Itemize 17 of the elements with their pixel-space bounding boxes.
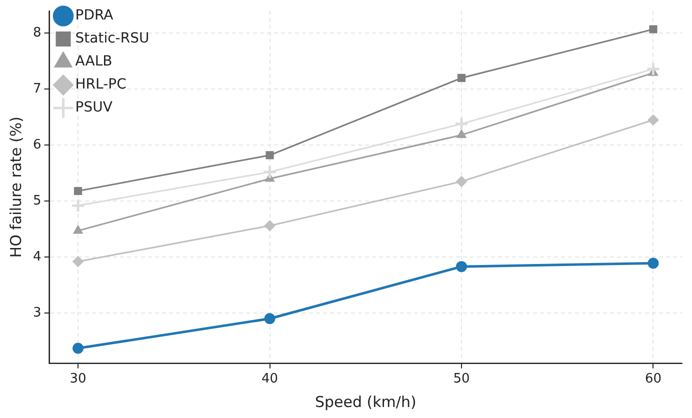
y-tick-label: 3 bbox=[32, 305, 42, 320]
legend-label: PDRA bbox=[75, 8, 114, 24]
x-tick-label: 50 bbox=[453, 372, 470, 387]
y-axis-title: HO failure rate (%) bbox=[6, 116, 25, 258]
y-tick-label: 6 bbox=[32, 138, 42, 152]
x-tick-label: 40 bbox=[261, 372, 278, 387]
y-tick-label: 8 bbox=[32, 26, 42, 41]
legend-label: AALB bbox=[75, 54, 112, 70]
legend-label: HRL-PC bbox=[75, 76, 127, 93]
legend-label: Static-RSU bbox=[75, 30, 150, 47]
y-tick-label: 4 bbox=[32, 249, 42, 264]
y-tick-label: 7 bbox=[32, 82, 42, 97]
x-tick-label: 60 bbox=[644, 372, 662, 387]
x-axis-title: Speed (km/h) bbox=[314, 392, 416, 411]
x-tick-label: 30 bbox=[70, 372, 86, 387]
legend-label: PSUV bbox=[75, 100, 113, 116]
y-tick-label: 5 bbox=[32, 193, 42, 208]
